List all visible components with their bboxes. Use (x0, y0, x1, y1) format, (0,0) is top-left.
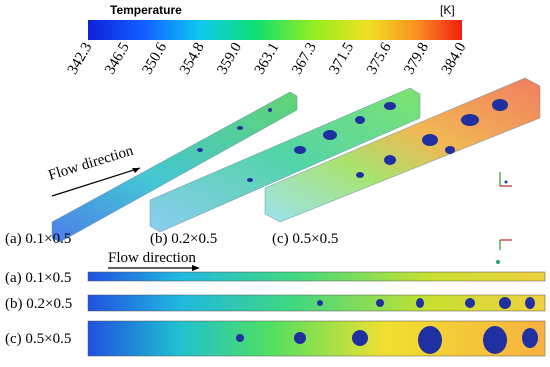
colorbar-title: Temperature (110, 3, 182, 17)
colorbar-unit: [K] (440, 3, 455, 17)
flow-label: Flow direction (108, 250, 196, 266)
case-label: (c) 0.5×0.5 (272, 231, 338, 247)
colorbar-tick-label: 359.0 (214, 40, 245, 77)
colorbar-tick-label: 375.6 (364, 40, 395, 78)
channel-b-3d (149, 87, 421, 233)
colorbar-tick-label: 379.8 (401, 40, 432, 77)
flow-arrow (51, 167, 141, 197)
arrow-head (132, 168, 140, 173)
channel-b-top (87, 294, 546, 312)
flow-label: Flow direction (46, 143, 135, 184)
channel-a-3d (51, 91, 298, 243)
case-label: (b) 0.2×0.5 (150, 231, 217, 247)
colorbar-tick-label: 346.5 (102, 40, 133, 77)
case-label: (c) 0.5×0.5 (5, 331, 71, 347)
bubbles (236, 297, 538, 354)
colorbar-tick-label: 350.6 (140, 40, 171, 78)
arrow-head (192, 265, 200, 271)
bubbles (197, 99, 508, 182)
case-label: (a) 0.1×0.5 (5, 231, 71, 247)
colorbar-tick-label: 384.0 (439, 40, 470, 77)
colorbar-tick-label: 371.5 (327, 40, 358, 77)
colorbar-tick-label: 363.1 (252, 40, 283, 77)
colorbar-tick-label: 354.8 (177, 40, 208, 77)
axis-triad (496, 172, 512, 264)
case-label: (a) 0.1×0.5 (5, 270, 71, 286)
channel-c-top (87, 320, 546, 357)
colorbar-tick-label: 342.3 (65, 40, 96, 77)
channel-a-top (87, 271, 546, 282)
colorbar (88, 20, 462, 40)
colorbar-tick-label: 367.3 (289, 40, 320, 77)
channel-c-3d (264, 77, 541, 223)
case-label: (b) 0.2×0.5 (5, 296, 72, 312)
